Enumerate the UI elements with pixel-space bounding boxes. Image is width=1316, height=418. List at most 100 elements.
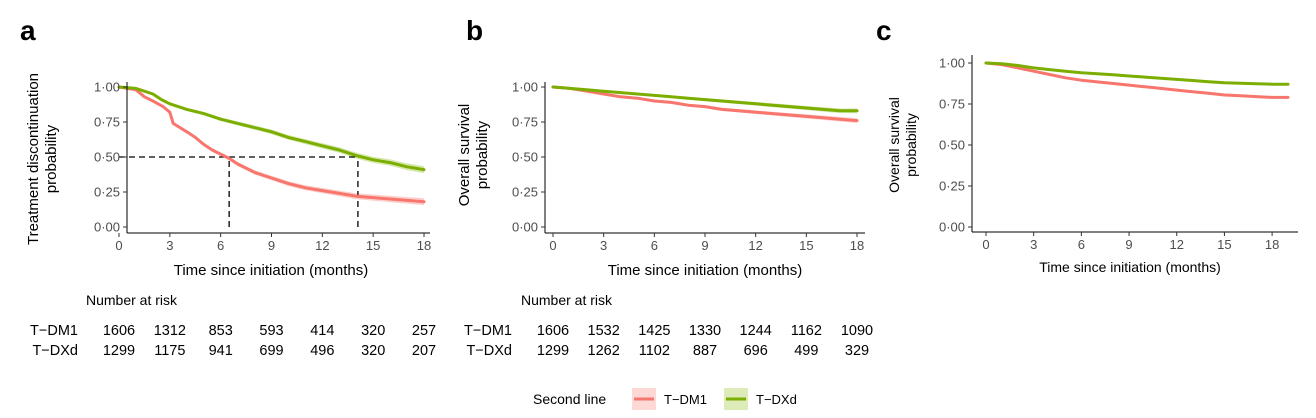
panel-c-x-ticks: 0 3 6 9 12 15 18	[982, 232, 1279, 252]
risk-a-cell-r1-c6: 207	[412, 343, 436, 359]
risk-table-a-label-tdxd: T−DXd	[32, 343, 78, 359]
risk-b-cell-r0-c0: 1606	[537, 323, 569, 339]
panel-a-y-ticks: 0·00 0·25 0·50 0·75 1·00	[94, 80, 127, 235]
panel-letter-b: b	[466, 15, 483, 46]
panel-letter-c: c	[876, 15, 892, 46]
panel-a-xtick-label-4: 12	[315, 238, 329, 253]
panel-b-series-line-tdm1	[551, 85, 859, 123]
panel-letter-a: a	[20, 15, 36, 46]
panel-b-plot: 0·00 0·25 0·50 0·75 1·00 0 3 6 9 12 15 18 Time sin…	[456, 80, 865, 279]
panel-b-x-ticks: 0 3 6 9 12 15 18	[549, 233, 864, 253]
panel-b-ytick-label-3: 0·75	[512, 115, 538, 130]
legend-label-tdxd: T−DXd	[756, 392, 797, 407]
risk-a-cell-r1-c4: 496	[310, 343, 334, 359]
panel-c-ytick-label-1: 0·25	[939, 179, 965, 194]
panel-a-reference-lines	[119, 156, 359, 227]
panel-a-x-axis-title: Time since initiation (months)	[174, 262, 369, 279]
risk-b-cell-r0-c4: 1244	[740, 323, 772, 339]
panel-b-y-axis-title-line2: probability	[474, 120, 491, 189]
panel-c-series-line-tdxd	[984, 61, 1290, 86]
panel-b-ytick-label-1: 0·25	[512, 185, 538, 200]
risk-b-cell-r0-c2: 1425	[638, 323, 670, 339]
panel-b-xtick-label-1: 3	[600, 238, 607, 253]
risk-a-cell-r0-c6: 257	[412, 323, 436, 339]
panel-b-xtick-label-6: 18	[850, 238, 864, 253]
panel-c-y-ticks: 0·00 0·25 0·50 0·75 1·00	[939, 56, 972, 235]
panel-b-ytick-label-0: 0·00	[512, 220, 538, 235]
panel-a-x-ticks: 0 3 6 9 12 15 18	[115, 233, 431, 253]
panel-c-xtick-label-0: 0	[982, 237, 989, 252]
panel-c-x-axis-title: Time since initiation (months)	[1039, 259, 1221, 275]
risk-table-b-title: Number at risk	[521, 292, 613, 308]
panel-c-series-line-tdm1	[984, 61, 1290, 99]
risk-table-b-label-tdxd: T−DXd	[466, 343, 512, 359]
panel-b-series-line-tdxd	[551, 85, 859, 113]
risk-b-cell-r1-c1: 1262	[588, 343, 620, 359]
panel-a-xtick-label-6: 18	[417, 238, 431, 253]
panel-c-y-axis-title-line2: probability	[903, 113, 919, 177]
risk-a-cell-r0-c4: 414	[310, 323, 334, 339]
risk-a-cell-r1-c5: 320	[361, 343, 385, 359]
panel-a-plot: 0·00 0·25 0·50 0·75 1·00 0 3 6 9 12 15 18 Time sin…	[25, 73, 431, 279]
risk-a-cell-r0-c0: 1606	[103, 323, 135, 339]
panel-a-ytick-label-1: 0·25	[94, 185, 120, 200]
risk-b-cell-r1-c4: 696	[744, 343, 768, 359]
risk-a-cell-r0-c3: 593	[259, 323, 283, 339]
panel-b-xtick-label-0: 0	[549, 238, 556, 253]
panel-b-survival-curves	[551, 85, 859, 123]
risk-table-a-title: Number at risk	[86, 292, 178, 308]
risk-table-a: Number at risk T−DM1 T−DXd 1606 1312 853 59…	[30, 292, 436, 359]
panel-a-ytick-label-0: 0·00	[94, 220, 120, 235]
panel-c-xtick-label-1: 3	[1030, 237, 1037, 252]
risk-a-cell-r0-c1: 1312	[154, 323, 186, 339]
panel-c-survival-curves	[984, 61, 1290, 99]
panel-c-xtick-label-6: 18	[1265, 237, 1279, 252]
risk-b-cell-r1-c5: 499	[794, 343, 818, 359]
risk-table-b: Number at risk T−DM1 T−DXd 1606 1532 1425 1…	[464, 292, 873, 359]
panel-a-ytick-label-3: 0·75	[94, 115, 120, 130]
panel-c-xtick-label-3: 9	[1125, 237, 1132, 252]
legend-title: Second line	[533, 391, 606, 407]
panel-b-y-axis-title-line1: Overall survival	[456, 104, 473, 207]
panel-a-xtick-label-5: 15	[366, 238, 380, 253]
panel-c-ytick-label-0: 0·00	[939, 220, 965, 235]
panel-c-xtick-label-5: 15	[1217, 237, 1231, 252]
panel-c-ytick-label-4: 1·00	[939, 56, 965, 71]
panel-a-xtick-label-0: 0	[115, 238, 122, 253]
panel-a-xtick-label-2: 6	[217, 238, 224, 253]
panel-a-xtick-label-1: 3	[166, 238, 173, 253]
risk-a-cell-r1-c2: 941	[209, 343, 233, 359]
risk-b-cell-r0-c3: 1330	[689, 323, 721, 339]
risk-a-cell-r1-c3: 699	[259, 343, 283, 359]
panel-a-ytick-label-2: 0·50	[94, 150, 120, 165]
risk-b-cell-r1-c2: 1102	[639, 343, 670, 359]
panel-b-xtick-label-3: 9	[701, 238, 708, 253]
panel-a-y-axis-title-line1: Treatment discontinuation	[25, 73, 42, 245]
panel-a-band-0	[119, 87, 424, 206]
risk-b-cell-r0-c5: 1162	[791, 323, 822, 339]
risk-a-cell-r0-c2: 853	[209, 323, 233, 339]
risk-b-cell-r1-c6: 329	[845, 343, 869, 359]
panel-a-series-line-tdm1	[117, 85, 426, 204]
panel-a-series-line-tdxd	[117, 85, 426, 172]
risk-a-cell-r0-c5: 320	[361, 323, 385, 339]
risk-b-cell-r0-c1: 1532	[588, 323, 620, 339]
panel-b-ytick-label-4: 1·00	[512, 80, 538, 95]
legend: Second line T−DM1 T−DXd	[533, 388, 797, 410]
panel-b-xtick-label-4: 12	[748, 238, 762, 253]
panel-c-ytick-label-3: 0·75	[939, 97, 965, 112]
panel-b-ytick-label-2: 0·50	[512, 150, 538, 165]
panel-b-xtick-label-5: 15	[799, 238, 813, 253]
risk-table-b-cells: 1606 1532 1425 1330 1244 1162 1090 1299 1262 1102…	[537, 323, 873, 359]
risk-b-cell-r1-c3: 887	[693, 343, 717, 359]
panel-c-xtick-label-2: 6	[1078, 237, 1085, 252]
risk-table-a-cells: 1606 1312 853 593 414 320 257 1299 1175 941 699 496…	[103, 323, 436, 359]
panel-b-x-axis-title: Time since initiation (months)	[608, 262, 803, 279]
panel-a-survival-curves	[117, 85, 426, 204]
panel-a-confidence-bands	[119, 87, 424, 206]
risk-b-cell-r0-c6: 1090	[841, 323, 873, 339]
risk-b-cell-r1-c0: 1299	[537, 343, 569, 359]
panel-a-y-axis-title-line2: probability	[43, 124, 60, 193]
panel-c-plot: 0·00 0·25 0·50 0·75 1·00 0 3 6 9 12 15 18 Time sin…	[886, 55, 1298, 275]
